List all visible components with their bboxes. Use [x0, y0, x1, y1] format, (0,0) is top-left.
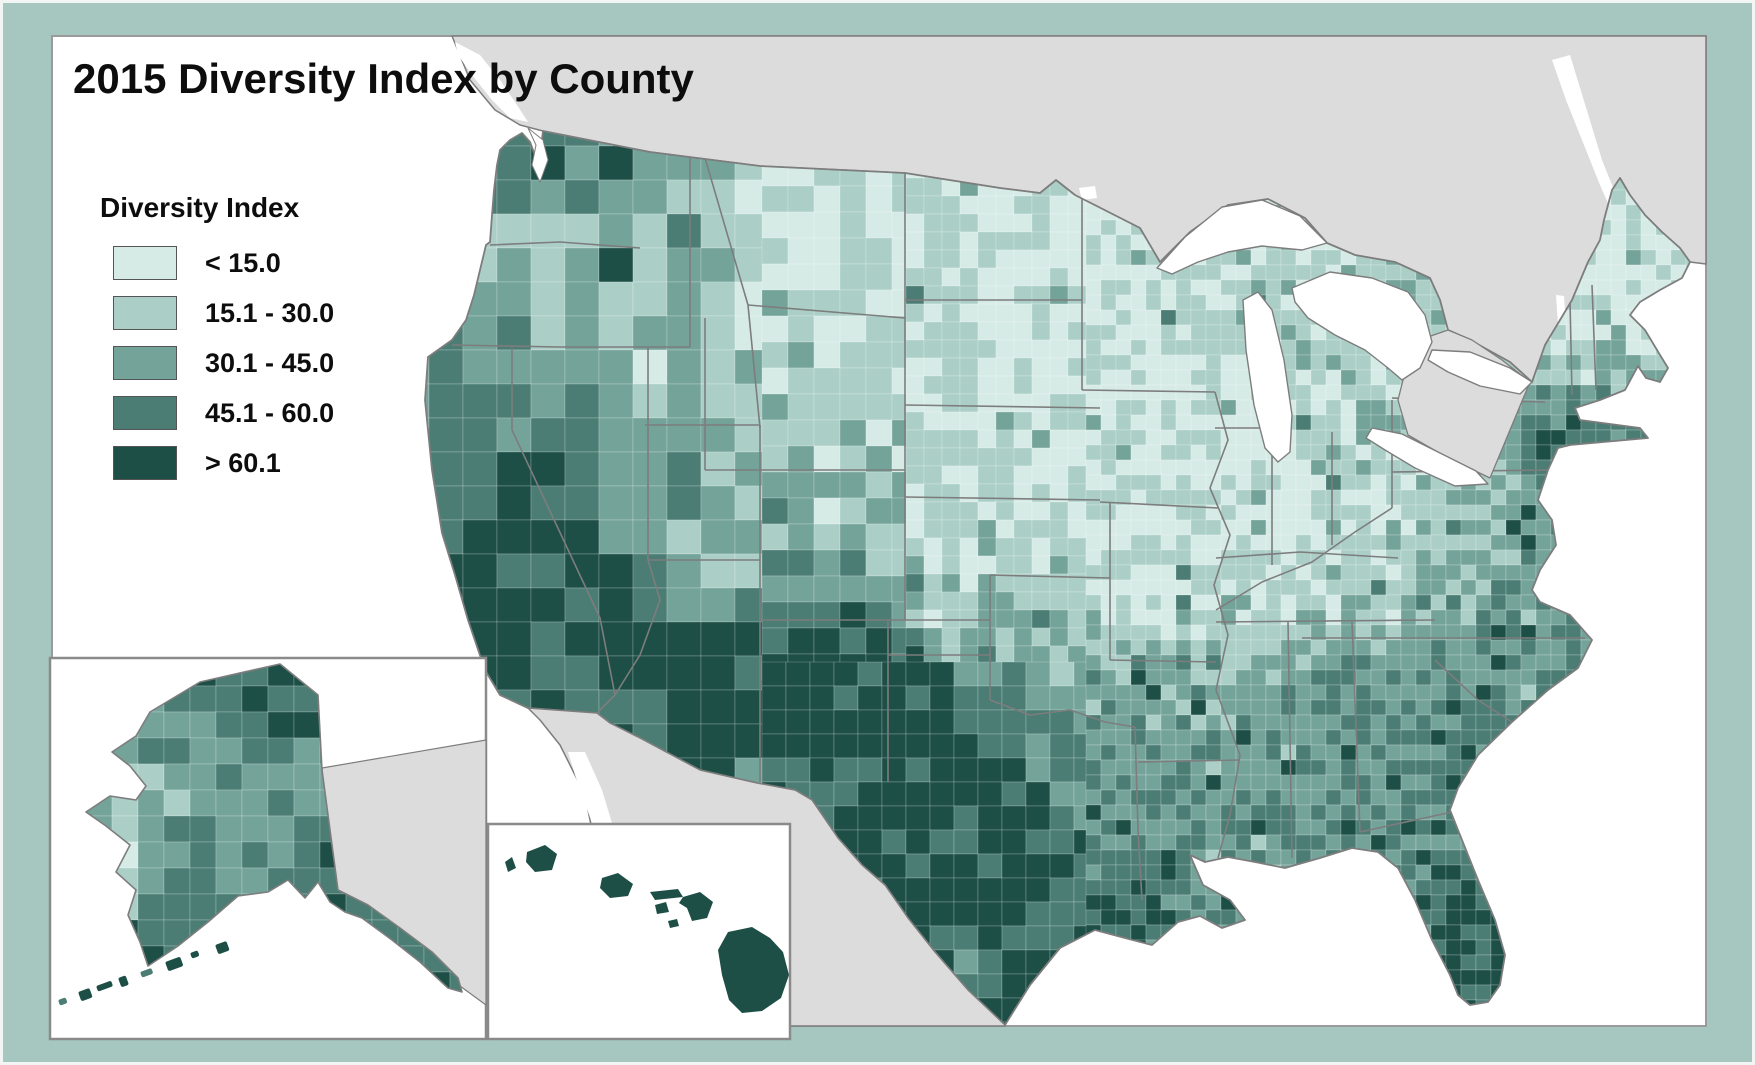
- legend-label-class3: 30.1 - 45.0: [205, 347, 335, 378]
- legend-label-class2: 15.1 - 30.0: [205, 297, 335, 328]
- island-maui: [679, 892, 713, 921]
- lake-of-the-woods: [1079, 186, 1097, 200]
- legend-item-gt-60: > 60.1: [113, 446, 334, 480]
- strait-of-georgia-water: [455, 42, 528, 122]
- island-kahoolawe: [668, 919, 679, 928]
- legend-swatch-class2: [113, 296, 177, 330]
- island-molokai: [650, 889, 683, 900]
- legend-label-class1: < 15.0: [205, 247, 281, 278]
- legend: Diversity Index < 15.0 15.1 - 30.0 30.1 …: [100, 192, 334, 496]
- legend-swatch-class1: [113, 246, 177, 280]
- hawaii-inset: [486, 822, 792, 1041]
- legend-item-30-45: 30.1 - 45.0: [113, 346, 334, 380]
- legend-item-lt-15: < 15.0: [113, 246, 334, 280]
- lake-superior: [1156, 199, 1328, 275]
- legend-swatch-class3: [113, 346, 177, 380]
- legend-item-15-30: 15.1 - 30.0: [113, 296, 334, 330]
- st-lawrence-river: [1552, 55, 1645, 258]
- state-borders: [451, 150, 1597, 901]
- lake-huron: [1291, 271, 1433, 381]
- legend-label-class5: > 60.1: [205, 447, 281, 478]
- legend-label-class4: 45.1 - 60.0: [205, 397, 335, 428]
- island-hawaii: [718, 927, 789, 1013]
- island-oahu: [600, 873, 633, 898]
- island-niihau: [505, 857, 516, 872]
- island-kauai: [526, 845, 557, 872]
- legend-swatch-class5: [113, 446, 177, 480]
- gulf-of-california: [568, 752, 612, 823]
- lake-erie: [1365, 427, 1489, 487]
- legend-title: Diversity Index: [100, 192, 300, 223]
- lake-michigan: [1242, 291, 1293, 463]
- puget-sound: [527, 127, 549, 183]
- alaska-inset: [48, 656, 488, 1041]
- island-lanai: [655, 902, 669, 914]
- legend-swatch-class4: [113, 396, 177, 430]
- lake-ontario: [1427, 349, 1533, 395]
- map-title: 2015 Diversity Index by County: [73, 55, 694, 102]
- legend-item-45-60: 45.1 - 60.0: [113, 396, 334, 430]
